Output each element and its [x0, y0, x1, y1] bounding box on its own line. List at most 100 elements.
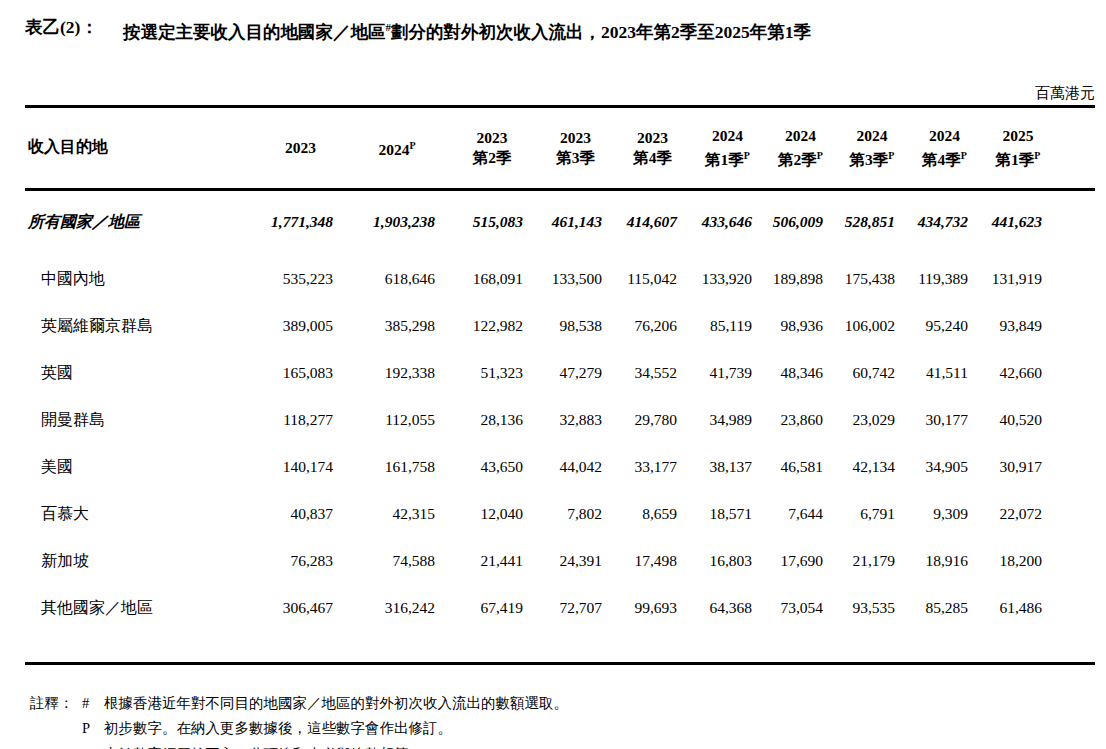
value-cell: 18,571 [690, 491, 765, 538]
value-cell: 48,346 [765, 350, 836, 397]
footnote-line: 由於數字經四捨五入，分項總和未必與總數相等。 [30, 742, 1106, 749]
column-header: 2024第2季P [765, 106, 836, 189]
value-cell: 168,091 [448, 256, 536, 303]
value-cell: 535,223 [255, 256, 346, 303]
table-row: 所有國家／地區1,771,3481,903,238515,083461,1434… [25, 189, 1095, 256]
row-spacer [1055, 256, 1095, 303]
value-cell: 385,298 [346, 303, 448, 350]
table-row: 新加坡76,28374,58821,44124,39117,49816,8031… [25, 538, 1095, 585]
value-cell: 192,338 [346, 350, 448, 397]
column-header: 2024 第4季P [908, 106, 981, 189]
column-header: 2024第1季P [690, 106, 765, 189]
value-cell: 23,860 [765, 397, 836, 444]
row-spacer [1055, 538, 1095, 585]
column-quarter: 第4季 [922, 151, 961, 168]
value-cell: 175,438 [836, 256, 908, 303]
row-label: 所有國家／地區 [25, 189, 255, 256]
value-cell: 9,309 [908, 491, 981, 538]
value-cell: 41,511 [908, 350, 981, 397]
footnote-text: 根據香港近年對不同目的地國家／地區的對外初次收入流出的數額選取。 [104, 691, 1106, 717]
value-cell: 434,732 [908, 189, 981, 256]
footnotes-label [30, 742, 82, 749]
header-spacer [1055, 106, 1095, 189]
footnote-marker: P [82, 716, 104, 742]
preliminary-flag: P [961, 150, 967, 161]
value-cell: 43,650 [448, 444, 536, 491]
value-cell: 21,179 [836, 538, 908, 585]
column-year: 2023 [285, 139, 316, 156]
column-header: 2023第4季 [615, 106, 690, 189]
column-year: 2024 [929, 127, 960, 144]
column-year: 2023 [477, 129, 508, 146]
value-cell: 17,498 [615, 538, 690, 585]
value-cell: 22,072 [981, 491, 1055, 538]
table-row: 美國140,174161,75843,65044,04233,17738,137… [25, 444, 1095, 491]
value-cell: 7,644 [765, 491, 836, 538]
value-cell: 74,588 [346, 538, 448, 585]
value-cell: 17,690 [765, 538, 836, 585]
value-cell: 18,916 [908, 538, 981, 585]
column-quarter: 第2季 [473, 149, 512, 166]
value-cell: 119,389 [908, 256, 981, 303]
value-cell: 1,771,348 [255, 189, 346, 256]
value-cell: 60,742 [836, 350, 908, 397]
preliminary-flag: P [888, 150, 894, 161]
value-cell: 34,989 [690, 397, 765, 444]
value-cell: 8,659 [615, 491, 690, 538]
value-cell: 28,136 [448, 397, 536, 444]
row-label: 新加坡 [25, 538, 255, 585]
value-cell: 72,707 [536, 585, 615, 632]
value-cell: 306,467 [255, 585, 346, 632]
value-cell: 44,042 [536, 444, 615, 491]
value-cell: 1,903,238 [346, 189, 448, 256]
table-row: 英國165,083192,33851,32347,27934,55241,739… [25, 350, 1095, 397]
footnote-marker: # [82, 691, 104, 717]
value-cell: 165,083 [255, 350, 346, 397]
value-cell: 18,200 [981, 538, 1055, 585]
value-cell: 16,803 [690, 538, 765, 585]
row-spacer [1055, 303, 1095, 350]
footnote-line: P初步數字。在納入更多數據後，這些數字會作出修訂。 [30, 716, 1106, 742]
value-cell: 6,791 [836, 491, 908, 538]
value-cell: 33,177 [615, 444, 690, 491]
footnotes-label: 註釋： [30, 691, 82, 717]
value-cell: 618,646 [346, 256, 448, 303]
value-cell: 133,920 [690, 256, 765, 303]
value-cell: 7,802 [536, 491, 615, 538]
footnote-line: 註釋：#根據香港近年對不同目的地國家／地區的對外初次收入流出的數額選取。 [30, 691, 1106, 717]
footnotes: 註釋：#根據香港近年對不同目的地國家／地區的對外初次收入流出的數額選取。P初步數… [30, 691, 1106, 749]
row-spacer [1055, 397, 1095, 444]
value-cell: 41,739 [690, 350, 765, 397]
value-cell: 515,083 [448, 189, 536, 256]
column-header: 2023第3季 [536, 106, 615, 189]
unit-label: 百萬港元 [25, 83, 1095, 103]
value-cell: 64,368 [690, 585, 765, 632]
value-cell: 98,538 [536, 303, 615, 350]
column-year: 2024 [712, 127, 743, 144]
column-header: 2023 第2季 [448, 106, 536, 189]
value-cell: 73,054 [765, 585, 836, 632]
value-cell: 316,242 [346, 585, 448, 632]
row-label: 開曼群島 [25, 397, 255, 444]
value-cell: 98,936 [765, 303, 836, 350]
value-cell: 34,905 [908, 444, 981, 491]
row-label: 百慕大 [25, 491, 255, 538]
footnote-text: 由於數字經四捨五入，分項總和未必與總數相等。 [104, 742, 1106, 749]
value-cell: 12,040 [448, 491, 536, 538]
column-quarter: 第4季 [633, 149, 672, 166]
table-bottom-spacer [25, 632, 1095, 664]
value-cell: 115,042 [615, 256, 690, 303]
value-cell: 67,419 [448, 585, 536, 632]
value-cell: 42,315 [346, 491, 448, 538]
value-cell: 93,849 [981, 303, 1055, 350]
table-title-text: 按選定主要收入目的地國家／地區#劃分的對外初次收入流出，2023年第2季至202… [123, 14, 811, 45]
preliminary-flag: P [409, 140, 415, 151]
table-row: 中國內地535,223618,646168,091133,500115,0421… [25, 256, 1095, 303]
value-cell: 42,134 [836, 444, 908, 491]
value-cell: 161,758 [346, 444, 448, 491]
column-year: 2024 [785, 127, 816, 144]
row-label: 其他國家／地區 [25, 585, 255, 632]
column-quarter: 第3季 [850, 151, 889, 168]
value-cell: 40,837 [255, 491, 346, 538]
value-cell: 99,693 [615, 585, 690, 632]
